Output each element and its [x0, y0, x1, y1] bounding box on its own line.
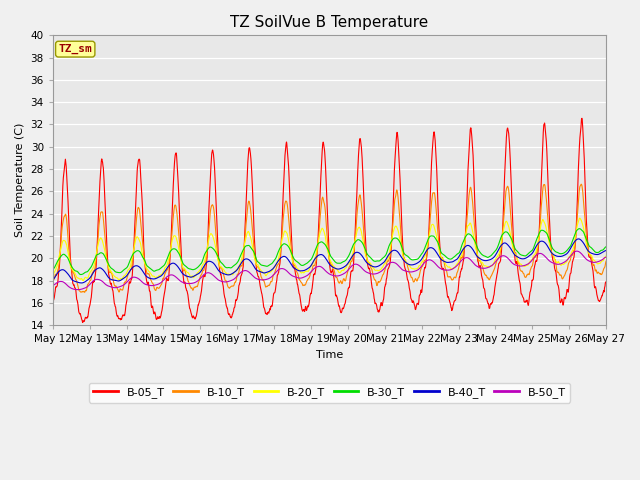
B-05_T: [358, 147, 365, 153]
B-40_T: [77, 280, 85, 286]
B-20_T: [569, 247, 577, 253]
B-10_T: [554, 269, 561, 275]
B-30_T: [575, 226, 583, 231]
B-50_T: [346, 265, 353, 271]
Text: TZ_sm: TZ_sm: [58, 44, 92, 54]
B-05_T: [49, 299, 57, 304]
Line: B-40_T: B-40_T: [53, 239, 606, 283]
B-40_T: [575, 236, 582, 242]
B-30_T: [358, 239, 365, 245]
Legend: B-05_T, B-10_T, B-20_T, B-30_T, B-40_T, B-50_T: B-05_T, B-10_T, B-20_T, B-30_T, B-40_T, …: [89, 383, 570, 403]
Line: B-05_T: B-05_T: [53, 118, 606, 323]
B-10_T: [81, 289, 88, 295]
B-40_T: [49, 276, 57, 282]
B-30_T: [569, 237, 577, 243]
B-30_T: [602, 244, 610, 250]
B-30_T: [346, 251, 353, 257]
B-05_T: [79, 320, 86, 325]
B-10_T: [346, 264, 353, 269]
Line: B-20_T: B-20_T: [53, 218, 606, 281]
B-20_T: [554, 260, 561, 265]
B-50_T: [602, 254, 610, 260]
B-10_T: [358, 203, 365, 209]
B-10_T: [49, 279, 57, 285]
B-10_T: [577, 181, 585, 187]
B-30_T: [554, 250, 561, 255]
B-40_T: [204, 259, 211, 265]
B-50_T: [204, 270, 211, 276]
B-50_T: [74, 287, 81, 292]
B-20_T: [602, 253, 610, 259]
B-20_T: [79, 278, 87, 284]
B-30_T: [49, 266, 57, 272]
B-10_T: [569, 252, 577, 257]
B-05_T: [602, 279, 610, 285]
B-10_T: [602, 258, 610, 264]
Line: B-30_T: B-30_T: [53, 228, 606, 275]
B-50_T: [569, 251, 577, 256]
B-40_T: [602, 248, 610, 253]
B-40_T: [490, 254, 498, 260]
B-50_T: [358, 265, 365, 271]
B-20_T: [576, 215, 584, 221]
B-40_T: [554, 253, 561, 259]
B-50_T: [49, 282, 57, 288]
X-axis label: Time: Time: [316, 350, 343, 360]
B-20_T: [358, 230, 365, 236]
B-10_T: [490, 266, 498, 272]
B-20_T: [346, 259, 353, 265]
B-50_T: [573, 248, 580, 254]
B-50_T: [554, 262, 561, 267]
Title: TZ SoilVue B Temperature: TZ SoilVue B Temperature: [230, 15, 429, 30]
B-05_T: [578, 115, 586, 121]
Line: B-10_T: B-10_T: [53, 184, 606, 292]
B-05_T: [554, 281, 561, 287]
B-20_T: [204, 244, 211, 250]
B-40_T: [346, 258, 353, 264]
B-30_T: [77, 272, 84, 277]
B-05_T: [490, 289, 498, 295]
B-40_T: [358, 252, 365, 258]
B-20_T: [490, 259, 498, 265]
B-20_T: [49, 272, 57, 277]
B-30_T: [204, 247, 211, 252]
Y-axis label: Soil Temperature (C): Soil Temperature (C): [15, 123, 25, 238]
Line: B-50_T: B-50_T: [53, 251, 606, 289]
B-30_T: [490, 249, 498, 255]
B-40_T: [569, 241, 577, 247]
B-50_T: [490, 260, 498, 266]
B-05_T: [346, 283, 353, 289]
B-05_T: [569, 258, 577, 264]
B-05_T: [204, 250, 211, 255]
B-10_T: [204, 245, 211, 251]
